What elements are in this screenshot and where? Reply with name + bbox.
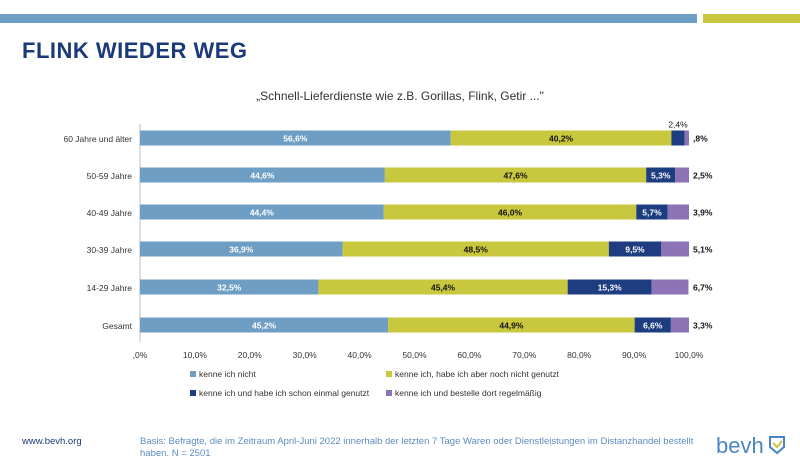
bar-segment xyxy=(140,130,451,146)
data-label: 6,7% xyxy=(693,283,713,293)
x-tick-label: ,0% xyxy=(133,350,148,360)
bar-segment xyxy=(567,279,652,295)
x-tick-label: 40,0% xyxy=(348,350,373,360)
bar-segment xyxy=(671,130,685,146)
data-label: 9,5% xyxy=(625,245,645,255)
bar-segment xyxy=(667,204,689,220)
data-label: 3,3% xyxy=(693,321,713,331)
data-label: 44,4% xyxy=(250,208,275,218)
bar-segment xyxy=(634,317,671,333)
legend-label: kenne ich, habe ich aber noch nicht genu… xyxy=(395,369,560,379)
x-tick-label: 80,0% xyxy=(567,350,592,360)
bar-segment xyxy=(140,204,384,220)
x-tick-label: 20,0% xyxy=(238,350,263,360)
data-label: 32,5% xyxy=(217,283,242,293)
bar-segment xyxy=(388,317,635,333)
legend-swatch xyxy=(190,371,196,377)
data-label: 6,6% xyxy=(643,321,663,331)
x-tick-label: 50,0% xyxy=(402,350,427,360)
data-label: 40,2% xyxy=(549,134,574,144)
data-label: 47,6% xyxy=(503,171,528,181)
bar-segment xyxy=(661,241,689,257)
top-accent-bar-blue xyxy=(0,14,697,23)
bar-segment xyxy=(383,204,637,220)
legend-label: kenne ich nicht xyxy=(199,369,256,379)
x-tick-label: 30,0% xyxy=(293,350,318,360)
category-label: 60 Jahre und älter xyxy=(63,134,132,144)
category-label: 14-29 Jahre xyxy=(87,283,133,293)
bar-segment xyxy=(646,167,676,183)
data-label: 44,6% xyxy=(250,171,275,181)
bar-segment xyxy=(670,317,689,333)
x-tick-label: 60,0% xyxy=(457,350,482,360)
bar-segment xyxy=(384,167,647,183)
bar-segment xyxy=(318,279,568,295)
category-label: 40-49 Jahre xyxy=(87,208,133,218)
category-label: Gesamt xyxy=(102,321,132,331)
data-label: 5,1% xyxy=(693,245,713,255)
data-label: 46,0% xyxy=(498,208,523,218)
data-label: 3,9% xyxy=(693,208,713,218)
category-label: 30-39 Jahre xyxy=(87,245,133,255)
x-tick-label: 10,0% xyxy=(183,350,208,360)
footer-note: Basis: Befragte, die im Zeitraum April-J… xyxy=(140,436,694,459)
legend-label: kenne ich und bestelle dort regelmäßig xyxy=(395,388,542,398)
data-label: 5,3% xyxy=(651,171,671,181)
bar-segment xyxy=(651,279,689,295)
legend-swatch xyxy=(386,390,392,396)
data-label: 45,4% xyxy=(431,283,456,293)
top-accent-bar-yellow xyxy=(703,14,800,23)
logo-mark-icon xyxy=(769,436,785,455)
page-title: FLINK WIEDER WEG xyxy=(22,38,248,63)
category-label: 50-59 Jahre xyxy=(87,171,133,181)
data-label: 45,2% xyxy=(252,321,277,331)
bar-segment xyxy=(140,241,343,257)
bevh-logo: bevh xyxy=(716,433,785,458)
data-label: 5,7% xyxy=(642,208,662,218)
bar-segment xyxy=(675,167,689,183)
x-tick-label: 100,0% xyxy=(675,350,704,360)
data-label: 2,4% xyxy=(668,120,688,130)
data-label: 2,5% xyxy=(693,171,713,181)
bar-segment xyxy=(450,130,672,146)
bar-segment xyxy=(684,130,689,146)
x-tick-label: 90,0% xyxy=(622,350,647,360)
legend-swatch xyxy=(386,371,392,377)
data-label: 56,6% xyxy=(283,134,308,144)
footer-url[interactable]: www.bevh.org xyxy=(22,436,82,447)
data-label: ,8% xyxy=(693,134,708,144)
chart-title: „Schnell-Lieferdienste wie z.B. Gorillas… xyxy=(256,89,544,103)
bar-segment xyxy=(140,279,319,295)
bar-segment xyxy=(140,167,385,183)
data-label: 44,9% xyxy=(499,321,524,331)
bar-segment xyxy=(608,241,662,257)
data-label: 48,5% xyxy=(464,245,489,255)
x-tick-label: 70,0% xyxy=(512,350,537,360)
bar-segment xyxy=(342,241,609,257)
bar-segment xyxy=(636,204,668,220)
bar-segment xyxy=(140,317,389,333)
data-label: 15,3% xyxy=(598,283,623,293)
logo-text: bevh xyxy=(716,433,764,458)
stacked-bar-chart: 60 Jahre und älter 50-59 Jahre 40-49 Jahre… xyxy=(63,120,713,399)
logo-check-icon xyxy=(772,440,783,449)
legend-label: kenne ich und habe ich schon einmal genu… xyxy=(199,388,370,398)
data-label: 36,9% xyxy=(229,245,254,255)
legend-swatch xyxy=(190,390,196,396)
